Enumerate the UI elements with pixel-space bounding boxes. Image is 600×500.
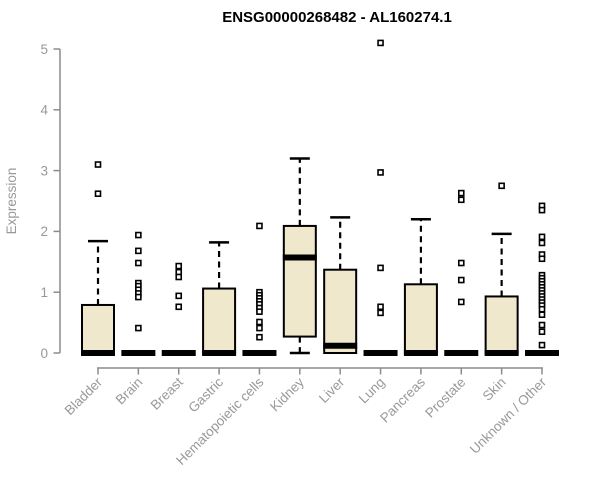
outlier-point (175, 262, 183, 270)
outlier-point (256, 333, 263, 341)
outlier-point (377, 169, 384, 176)
box-skin (484, 182, 519, 356)
outlier-point (538, 239, 546, 247)
x-tick-label-prostate: Prostate (422, 375, 468, 421)
y-tick-label: 3 (40, 163, 48, 178)
outlier-point (538, 328, 546, 336)
iqr-box (202, 287, 237, 354)
iqr-box (323, 268, 358, 355)
outlier-point (135, 293, 142, 301)
iqr-box (484, 295, 519, 354)
outlier-point (538, 341, 546, 349)
outlier-point (377, 264, 384, 272)
x-tick-label-liver: Liver (316, 374, 348, 406)
x-tick-label-unknown-other: Unknown / Other (467, 374, 550, 457)
y-tick-label: 5 (40, 42, 48, 57)
outlier-point (538, 311, 546, 318)
outlier-point (256, 324, 263, 332)
outlier-point (175, 273, 183, 281)
box-brain (121, 231, 156, 356)
y-axis-label: Expression (4, 168, 19, 235)
y-tick-label: 0 (40, 346, 48, 361)
x-tick-label-skin: Skin (480, 375, 509, 404)
x-tick-label-breast: Breast (148, 374, 186, 412)
outlier-point (256, 222, 263, 230)
outlier-point (538, 233, 546, 241)
outlier-point (94, 161, 102, 168)
x-tick-label-lung: Lung (356, 375, 388, 407)
box-liver (323, 216, 358, 355)
iqr-box (81, 303, 115, 354)
outlier-point (377, 303, 384, 311)
outlier-point (135, 259, 142, 267)
outlier-point (538, 255, 546, 263)
iqr-box (403, 283, 438, 354)
outlier-point (94, 190, 102, 198)
box-unknown-other (525, 202, 559, 356)
box-lung (363, 39, 398, 356)
outlier-point (457, 189, 465, 197)
outlier-point (135, 324, 142, 332)
iqr-box (282, 224, 317, 338)
outlier-point (457, 196, 465, 204)
box-bladder (81, 161, 115, 356)
outlier-point (135, 247, 142, 255)
outlier-point (377, 39, 384, 47)
outlier-point (457, 276, 465, 284)
box-gastric (202, 241, 237, 356)
box-hematopoietic-cells (242, 222, 277, 356)
chart-title: ENSG00000268482 - AL160274.1 (222, 9, 452, 26)
outlier-point (538, 206, 546, 214)
outlier-point (135, 231, 142, 239)
box-prostate (444, 189, 479, 356)
outlier-point (457, 259, 465, 267)
box-breast (161, 262, 196, 356)
outlier-point (377, 309, 384, 317)
x-tick-label-pancreas: Pancreas (377, 374, 428, 425)
y-tick-label: 2 (40, 224, 48, 239)
box-pancreas (403, 217, 438, 356)
outlier-point (256, 318, 263, 326)
y-tick-label: 1 (40, 285, 48, 300)
outlier-point (538, 321, 546, 329)
outlier-point (175, 292, 183, 300)
x-tick-label-kidney: Kidney (267, 374, 307, 414)
outlier-point (498, 182, 505, 190)
outlier-point (175, 303, 183, 311)
x-tick-label-bladder: Bladder (62, 374, 106, 418)
x-tick-label-brain: Brain (113, 375, 146, 408)
outlier-point (256, 308, 263, 315)
box-kidney (282, 157, 317, 355)
outlier-point (538, 305, 546, 313)
outlier-point (457, 298, 465, 306)
y-tick-label: 4 (40, 103, 48, 118)
